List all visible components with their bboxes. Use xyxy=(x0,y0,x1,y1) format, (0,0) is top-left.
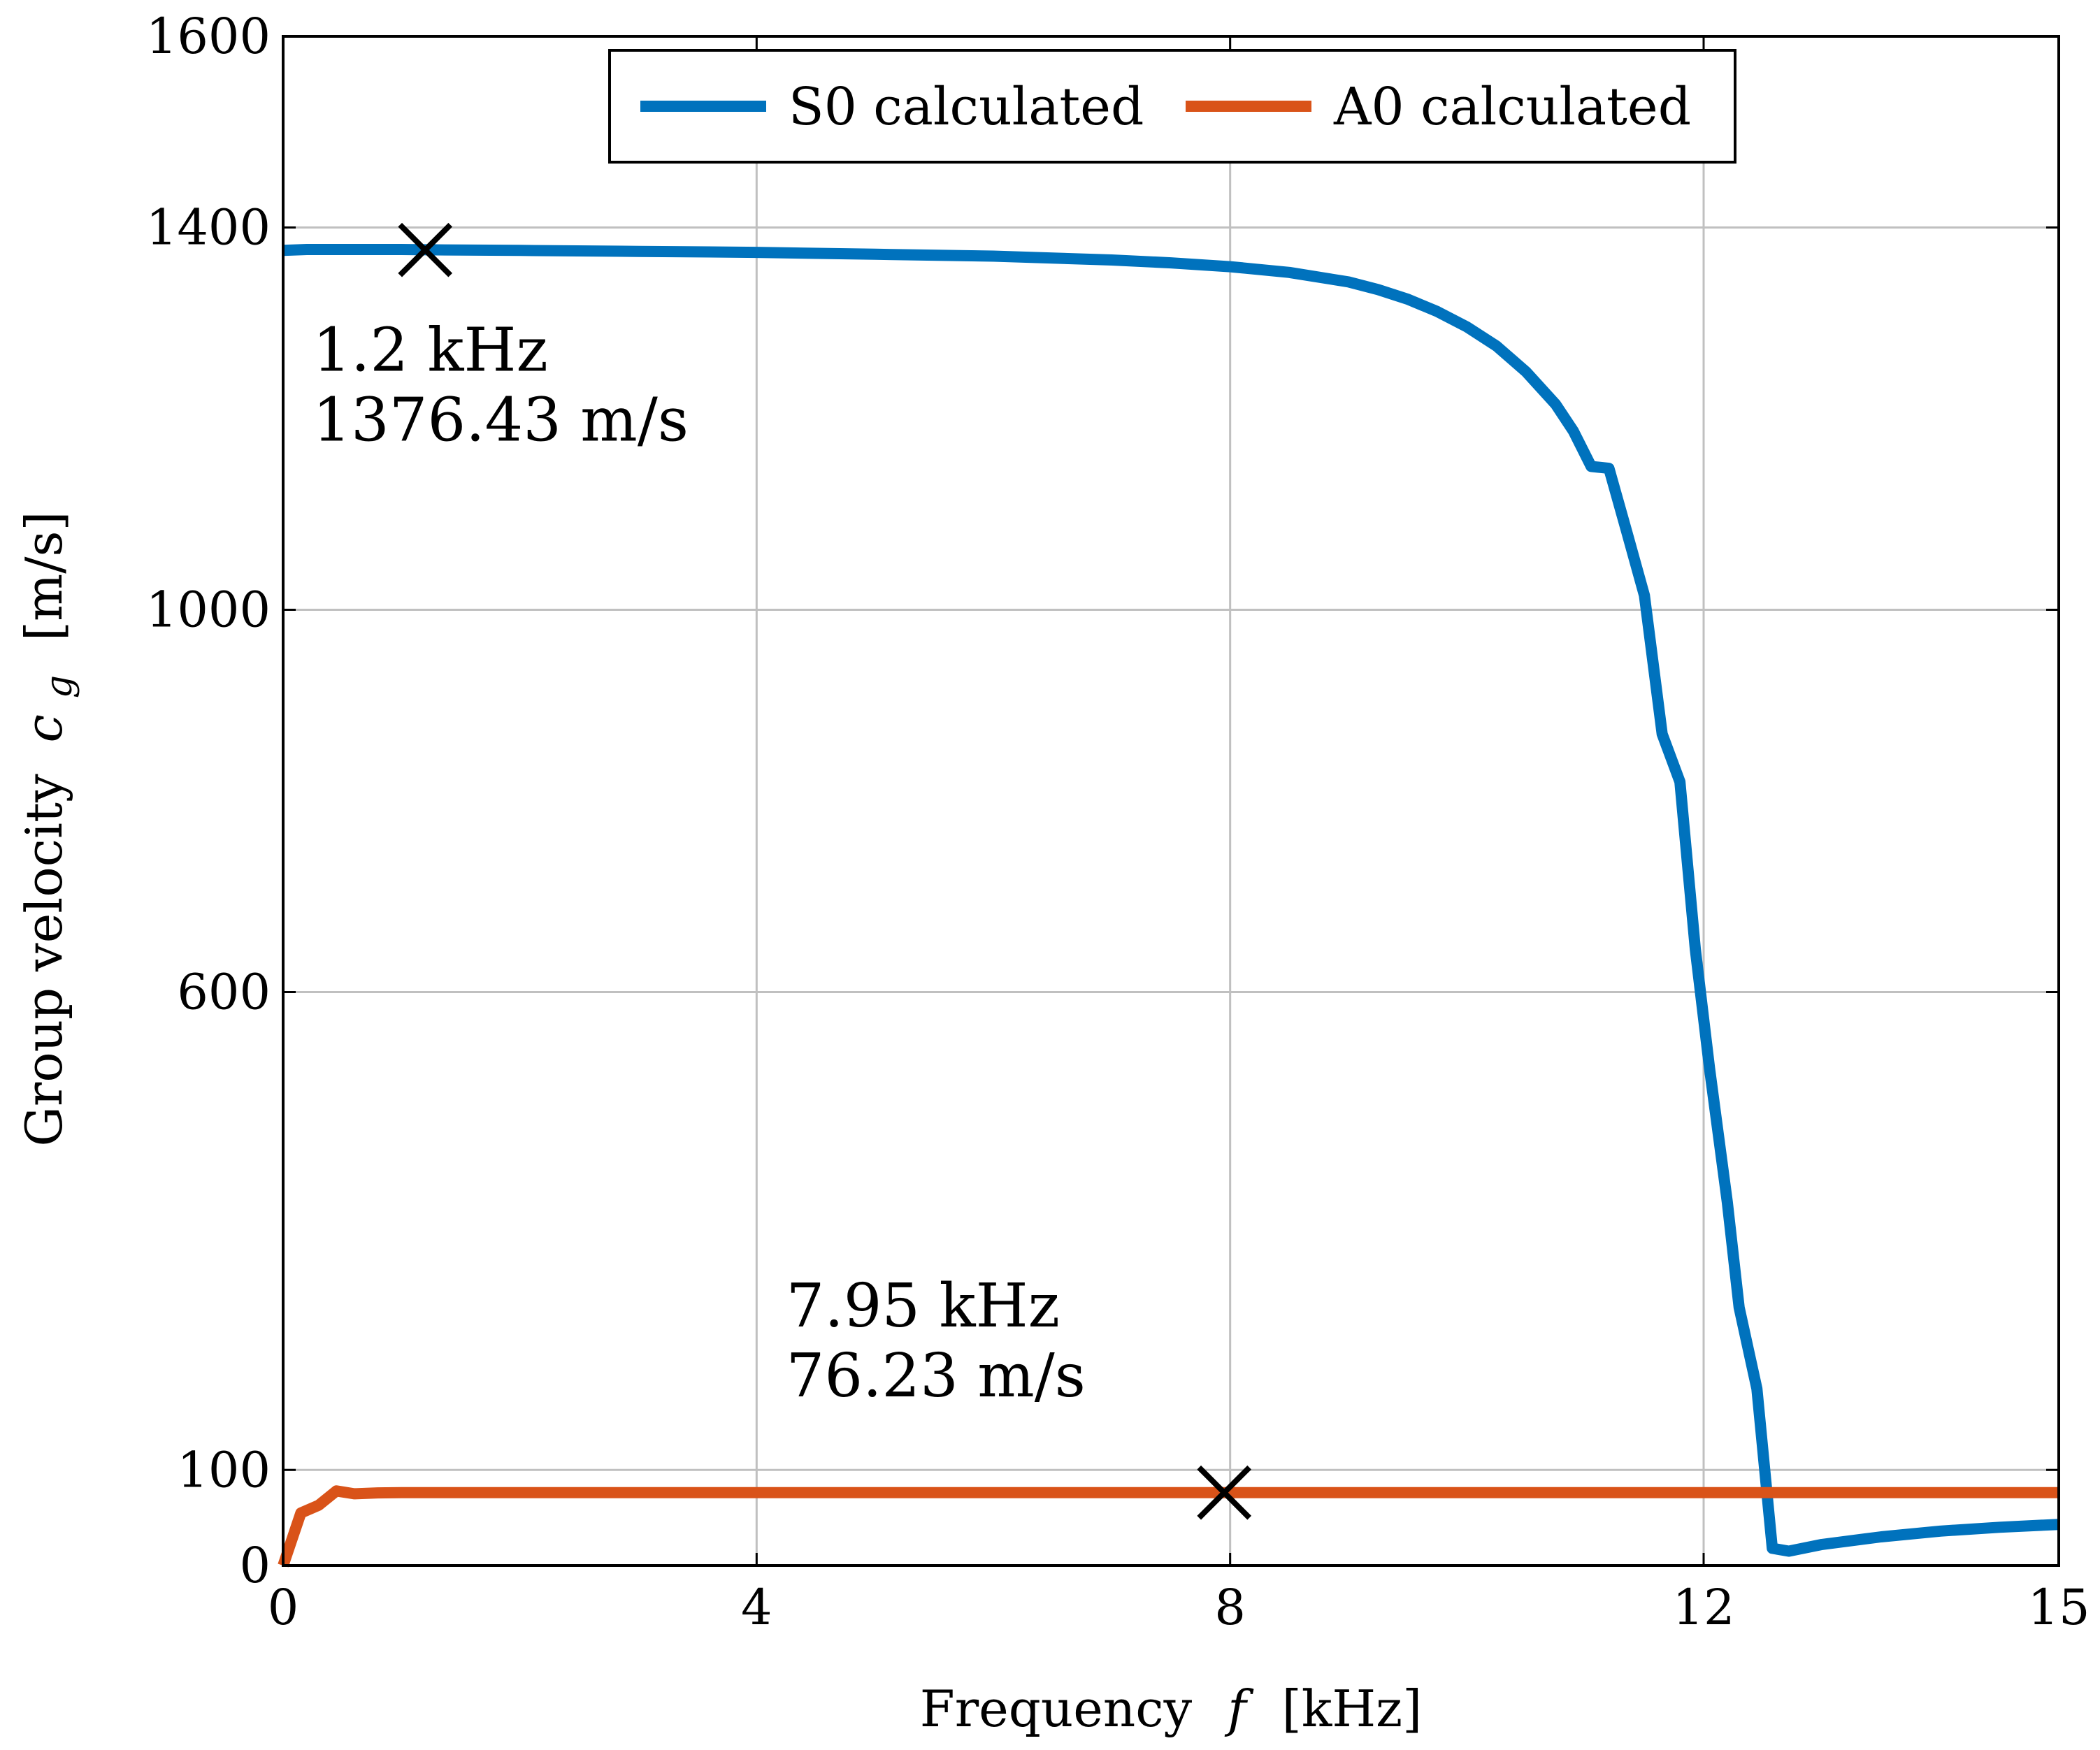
x-axis-symbol: f xyxy=(1224,1679,1254,1738)
y-tick-label: 1000 xyxy=(146,581,271,639)
annotation-line: 76.23 m/s xyxy=(786,1341,1086,1411)
y-tick-label: 1400 xyxy=(146,199,271,256)
annotation-line: 1376.43 m/s xyxy=(312,386,689,456)
y-axis-symbol: c xyxy=(15,714,73,742)
y-axis-label-text: Group velocity xyxy=(15,774,73,1147)
marker-stroke xyxy=(1197,1465,1252,1520)
x-tick-label: 15 xyxy=(2027,1579,2090,1636)
x-axis-unit: [kHz] xyxy=(1282,1679,1423,1738)
x-tick-label: 12 xyxy=(1672,1579,1734,1636)
x-tick-label: 8 xyxy=(1214,1579,1246,1636)
series-line-a0-calculated xyxy=(278,1485,2059,1568)
x-axis-label: Frequency f [kHz] xyxy=(920,1679,1422,1738)
annotation-line: 1.2 kHz xyxy=(312,316,548,386)
marker-stroke xyxy=(398,222,453,277)
y-axis-label: Group velocity c g [m/s] xyxy=(15,511,83,1146)
series-line-s0-calculated xyxy=(282,244,2059,1557)
y-tick-label: 100 xyxy=(177,1441,271,1498)
legend-label: S0 calculated xyxy=(789,77,1144,137)
y-axis-subscript: g xyxy=(38,675,80,698)
marker-cross xyxy=(398,222,453,277)
legend-box xyxy=(608,49,1736,164)
marker-cross xyxy=(1197,1465,1252,1520)
x-axis-label-text: Frequency xyxy=(920,1679,1193,1738)
marker-layer xyxy=(398,222,1252,1520)
annotation-line: 7.95 kHz xyxy=(786,1271,1060,1341)
legend: S0 calculated A0 calculated xyxy=(608,49,1736,164)
x-tick-label: 0 xyxy=(268,1579,299,1636)
y-axis-unit: [m/s] xyxy=(15,511,73,641)
plot-frame xyxy=(282,35,2060,1567)
y-tick-label: 600 xyxy=(177,964,271,1021)
x-tick-label: 4 xyxy=(741,1579,772,1636)
grid-lines xyxy=(283,36,2059,1565)
legend-label: A0 calculated xyxy=(1333,77,1691,137)
tick-layer: 0 4 8 12 15 0 100 600 1000 1400 1600 xyxy=(146,8,2090,1636)
y-tick-label: 1600 xyxy=(146,8,271,65)
y-tick-label: 0 xyxy=(239,1537,271,1594)
series-layer xyxy=(278,244,2059,1568)
